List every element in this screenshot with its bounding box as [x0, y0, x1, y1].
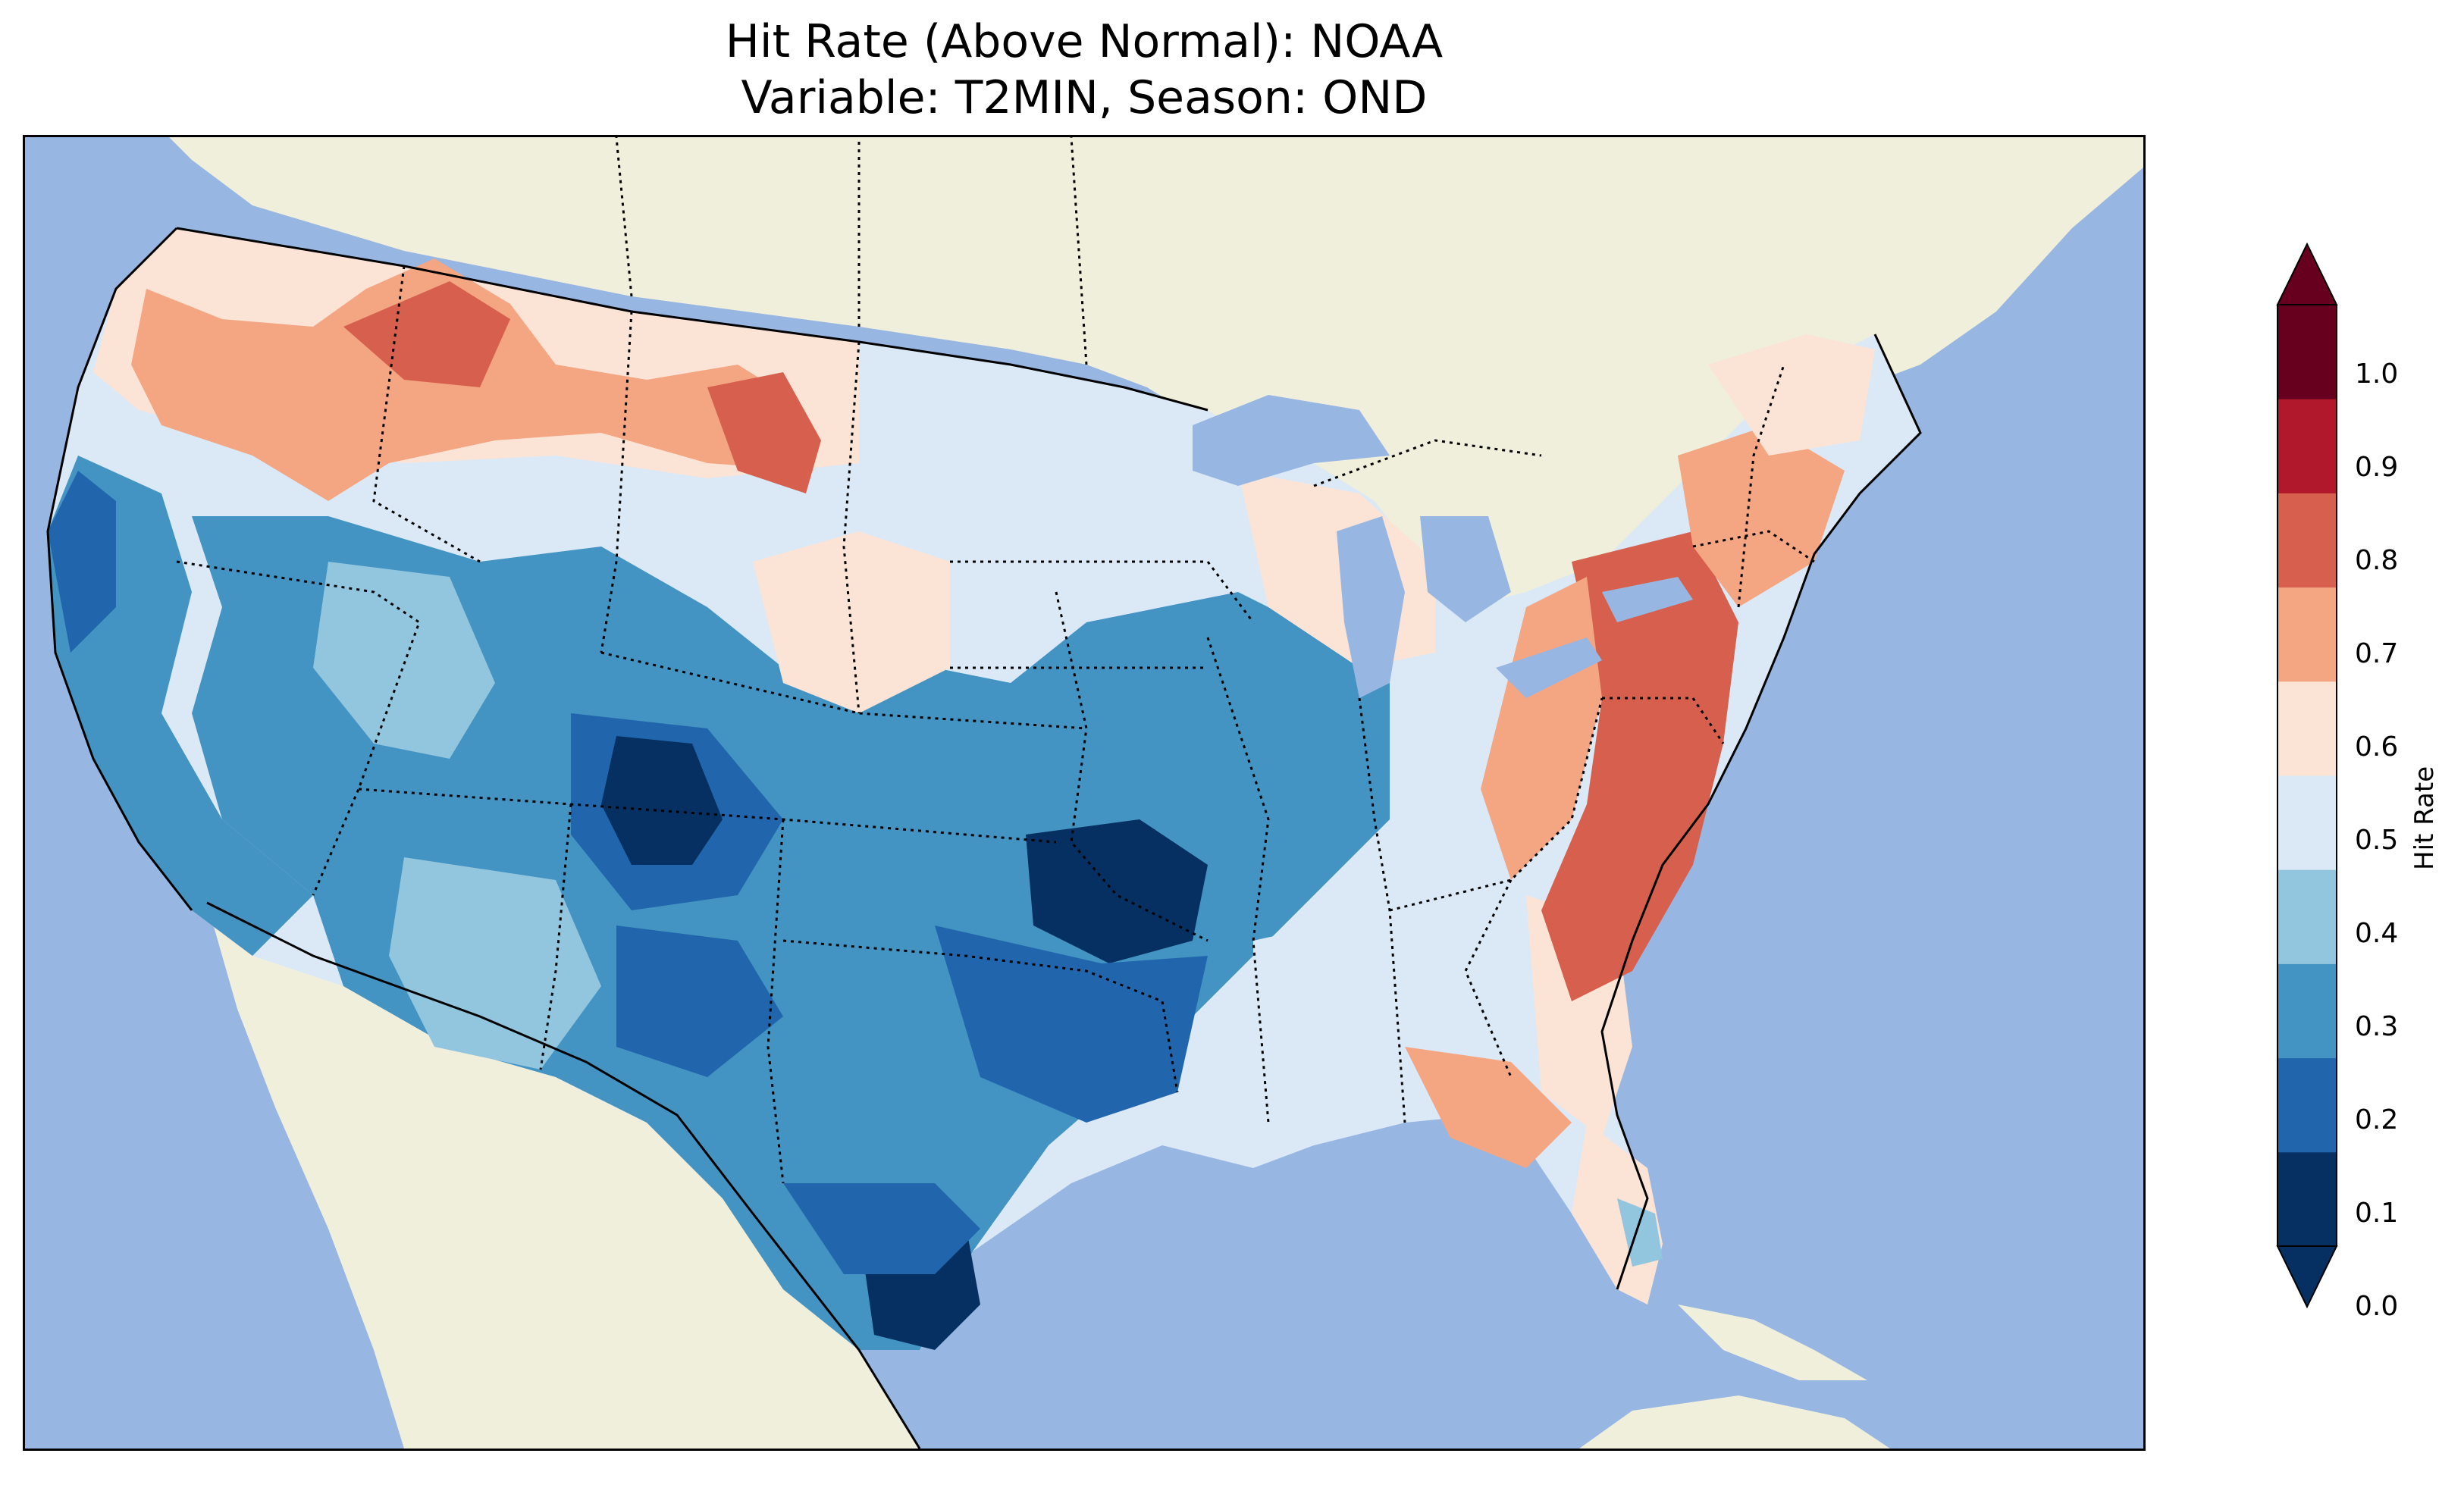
region-great-basin-light	[313, 562, 495, 759]
yucatan-land	[1579, 1395, 1890, 1449]
region-ozarks	[1026, 819, 1208, 963]
region-montana-core	[343, 281, 510, 387]
colorbar-under-triangle	[2276, 1245, 2338, 1309]
colorbar-bin-0.4-0.5	[2277, 775, 2337, 870]
colorbar-bin-0.6-0.7	[2277, 587, 2337, 682]
region-new-england-upper	[1708, 334, 1875, 456]
colorbar-tick-label: 0.3	[2355, 1011, 2399, 1042]
mexico-land	[207, 903, 920, 1449]
colorbar-bin-0.1-0.2	[2277, 1057, 2337, 1153]
colorbar-tick-label: 0.2	[2355, 1104, 2399, 1135]
colorbar-bin-0.7-0.8	[2277, 493, 2337, 588]
colorbar-tick-label: 0.7	[2355, 638, 2399, 669]
title-line-1: Hit Rate (Above Normal): NOAA	[725, 15, 1444, 68]
colorbar-frame	[2277, 304, 2337, 1247]
colorbar-svg	[2276, 242, 2338, 1309]
colorbar-tick-label: 0.1	[2355, 1198, 2399, 1229]
lake-superior	[1193, 395, 1390, 486]
colorbar	[2276, 242, 2338, 1309]
colorbar-bin-0.8-0.9	[2277, 399, 2337, 493]
atlantic-coastline	[1600, 334, 1922, 1290]
colorbar-tick-label: 0.8	[2355, 545, 2399, 576]
colorbar-bin-0.0-0.1	[2277, 1151, 2337, 1247]
colorbar-tick-label: 0.6	[2355, 731, 2399, 763]
colorbar-tick-label: 1.0	[2355, 359, 2399, 390]
us-border	[176, 227, 1208, 412]
region-great-basin	[192, 516, 1390, 1350]
region-colorado-rockies	[601, 736, 723, 865]
map-title: Hit Rate (Above Normal): NOAA Variable: …	[23, 14, 2146, 126]
colorbar-bin-0.9-1.0	[2277, 305, 2337, 399]
colorbar-label: Hit Rate	[2409, 766, 2440, 870]
title-line-2: Variable: T2MIN, Season: OND	[741, 71, 1428, 124]
lake-erie	[1496, 637, 1602, 698]
cuba-land	[1678, 1305, 1867, 1380]
us-mexico-border	[206, 901, 921, 1449]
colorbar-tick-label: 0.9	[2355, 452, 2399, 483]
region-new-mexico-blue	[616, 926, 783, 1077]
state-borders	[176, 137, 1815, 1184]
region-california-core	[48, 471, 116, 653]
colorbar-bin-0.2-0.3	[2277, 963, 2337, 1059]
pacific-coastline	[46, 227, 193, 911]
colorbar-bin-0.3-0.4	[2277, 869, 2337, 964]
region-texas-blue	[783, 1183, 980, 1274]
colorbar-over-triangle	[2276, 242, 2338, 305]
colorbar-bin-0.5-0.6	[2277, 681, 2337, 776]
colorbar-tick-label: 0.0	[2355, 1291, 2399, 1322]
map-panel	[23, 135, 2146, 1451]
colorbar-tick-label: 0.4	[2355, 918, 2399, 949]
lake-michigan	[1337, 516, 1405, 698]
region-florida-blue	[1617, 1198, 1663, 1267]
region-oklahoma-blue	[935, 926, 1208, 1123]
region-montana-core-2	[707, 372, 821, 493]
region-gulf-coast-pink	[1405, 1047, 1572, 1168]
lake-huron	[1420, 516, 1511, 622]
map-canvas	[25, 137, 2143, 1449]
colorbar-tick-label: 0.5	[2355, 825, 2399, 856]
region-northeast	[1678, 425, 1845, 607]
lake-ontario	[1602, 577, 1693, 622]
region-mid-atlantic	[1541, 531, 1738, 1001]
